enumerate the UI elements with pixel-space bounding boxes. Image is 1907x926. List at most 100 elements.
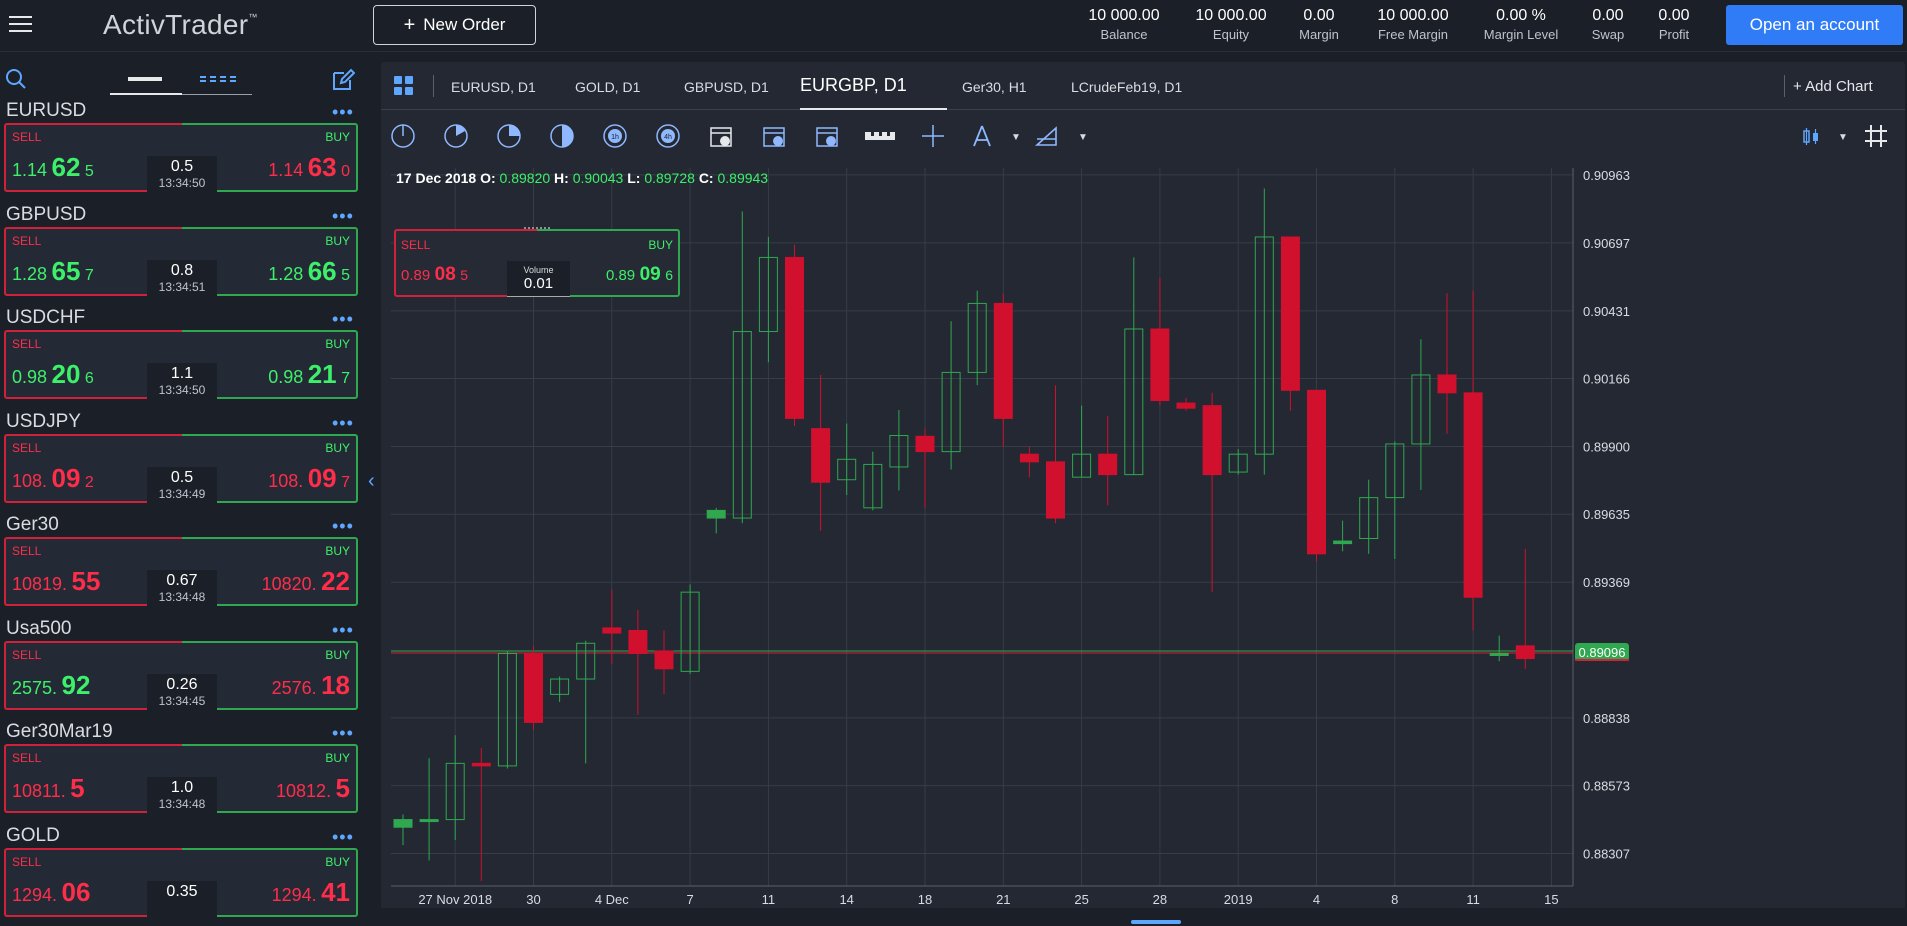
timeframe-day-icon[interactable] (703, 118, 739, 154)
view-list-tab[interactable] (182, 75, 252, 95)
crosshair-icon[interactable] (915, 118, 951, 154)
chart-type-dropdown-icon[interactable]: ▼ (1838, 132, 1848, 143)
more-options-icon[interactable]: ••• (332, 102, 354, 122)
candle-body (811, 428, 831, 483)
instrument-name[interactable]: Ger30Mar19 (6, 721, 113, 742)
instrument-row: EURUSD ••• SELL 1.14 62 5 BUY 1.14 63 0 0.5 13:… (0, 98, 360, 201)
more-options-icon[interactable]: ••• (332, 619, 354, 640)
chart-tab[interactable]: GBPUSD, D1 (684, 79, 769, 95)
plus-icon: + (1793, 78, 1806, 95)
chart-tab[interactable]: EURGBP, D1 (800, 75, 907, 95)
candle-body (1228, 453, 1248, 473)
drawing-tools-icon[interactable] (964, 118, 1000, 154)
instrument-name[interactable]: Ger30 (6, 514, 59, 535)
candle-body (1150, 328, 1170, 402)
grid-layout-icon[interactable] (393, 75, 415, 102)
fibonacci-dropdown-icon[interactable]: ▼ (1078, 132, 1088, 143)
add-chart-separator (1784, 75, 1785, 97)
collapse-panel-icon[interactable]: ‹ (368, 470, 375, 492)
spread-badge: 0.8 13:34:51 (147, 259, 217, 296)
more-options-icon[interactable]: ••• (332, 205, 354, 226)
candle-body (863, 463, 883, 509)
timeframe-1h-icon[interactable]: 1h (597, 118, 633, 154)
candle-body (967, 302, 987, 373)
more-options-icon[interactable]: ••• (332, 723, 354, 743)
arc-tool-icon[interactable] (438, 118, 474, 154)
spread-badge: 0.5 13:34:50 (147, 156, 217, 192)
fibonacci-tool-icon[interactable] (1029, 118, 1065, 154)
candle-body (993, 302, 1013, 419)
open-account-button[interactable]: Open an account (1726, 5, 1903, 45)
candle-body (1098, 453, 1118, 476)
half-circle-icon[interactable] (544, 118, 580, 154)
search-icon[interactable] (5, 68, 27, 95)
y-tick-label: 0.89635 (1583, 507, 1630, 522)
chart-tab[interactable]: LCrudeFeb19, D1 (1071, 79, 1183, 95)
spread-badge: 0.26 13:34:45 (147, 673, 217, 710)
instrument-row: USDJPY ••• SELL 108. 09 2 BUY 108. 09 7 0.5 13:… (0, 409, 360, 512)
instrument-name[interactable]: GOLD (6, 824, 60, 846)
more-options-icon[interactable]: ••• (332, 516, 354, 536)
chart-tab[interactable]: GOLD, D1 (575, 79, 641, 95)
candle-body (1411, 374, 1431, 445)
spread-badge: 0.35 (147, 880, 217, 917)
candle-body (576, 642, 596, 680)
timeframe-week-icon[interactable] (756, 118, 792, 154)
more-options-icon[interactable]: ••• (332, 309, 354, 329)
chart-tab[interactable]: EURUSD, D1 (451, 79, 536, 95)
candle-body (889, 435, 909, 468)
instrument-quote: SELL 1294. 06 BUY 1294. 41 0.35 (4, 847, 358, 917)
drawing-tools-dropdown-icon[interactable]: ▼ (1011, 132, 1021, 143)
instrument-name[interactable]: GBPUSD (6, 203, 87, 225)
chart-type-icon[interactable] (1793, 118, 1829, 154)
candle-body (393, 819, 413, 828)
price-chart[interactable]: 0.90963 0.90697 0.90431 0.90166 0.89900 0.896… (381, 164, 1905, 908)
candle-body (1019, 453, 1039, 463)
new-order-button[interactable]: + New Order (373, 5, 536, 45)
account-stat-balance: 10 000.00 Balance (1088, 7, 1160, 42)
y-tick-label: 0.90963 (1583, 168, 1630, 183)
instrument-quote: SELL 1.28 65 7 BUY 1.28 66 5 0.8 13:34:51 (4, 226, 358, 296)
spread-badge: 0.5 13:34:49 (147, 466, 217, 503)
candle-body (758, 256, 778, 333)
panel-resize-handle[interactable] (1131, 920, 1181, 924)
active-tab-indicator (800, 108, 947, 110)
instrument-quote: SELL 10819. 55 BUY 10820. 22 0.67 13:34:48 (4, 537, 358, 606)
account-stat-profit: 0.00 Profit (1658, 7, 1690, 42)
timeframe-month-icon[interactable] (809, 118, 845, 154)
x-tick-label: 15 (1544, 892, 1558, 907)
chart-tab[interactable]: Ger30, H1 (962, 79, 1027, 95)
grid-toggle-icon[interactable] (1858, 118, 1894, 154)
instrument-name[interactable]: USDCHF (6, 307, 86, 328)
spread-badge: 1.1 13:34:50 (147, 363, 217, 399)
instrument-name[interactable]: USDJPY (6, 410, 81, 432)
candle-body (1254, 236, 1274, 455)
timeframe-4h-icon[interactable]: 4h (650, 118, 686, 154)
candle-body (602, 627, 622, 634)
candle-body (1202, 405, 1222, 476)
instrument-name[interactable]: Usa500 (6, 617, 72, 639)
candle-body (1463, 392, 1483, 598)
hamburger-icon[interactable] (9, 16, 32, 34)
candle-body (941, 371, 961, 453)
volume-input[interactable]: Volume 0.01 (507, 261, 570, 297)
current-price-badge (1575, 642, 1629, 661)
x-tick-label: 4 (1313, 892, 1320, 907)
add-chart-button[interactable]: + Add Chart (1793, 78, 1873, 95)
view-compact-tab[interactable] (110, 75, 182, 95)
y-tick-label: 0.90166 (1583, 372, 1630, 387)
current-price-badge-underline (1575, 658, 1629, 661)
x-tick-label: 30 (526, 892, 540, 907)
instrument-quote: SELL 10811. 5 BUY 10812. 5 1.0 13:34:48 (4, 744, 358, 813)
more-options-icon[interactable]: ••• (332, 412, 354, 433)
draw-circle-icon[interactable] (385, 118, 421, 154)
measure-tool-icon[interactable] (862, 118, 898, 154)
edit-icon[interactable] (331, 68, 356, 97)
x-tick-label: 8 (1391, 892, 1398, 907)
instrument-row: GBPUSD ••• SELL 1.28 65 7 BUY 1.28 66 5 0.8 13:… (0, 202, 360, 305)
instrument-row: Ger30 ••• SELL 10819. 55 BUY 10820. 22 0.67 1… (0, 512, 360, 615)
instrument-name[interactable]: EURUSD (6, 100, 87, 121)
quarter-circle-icon[interactable] (491, 118, 527, 154)
candle-body (1124, 328, 1144, 476)
more-options-icon[interactable]: ••• (332, 826, 354, 847)
